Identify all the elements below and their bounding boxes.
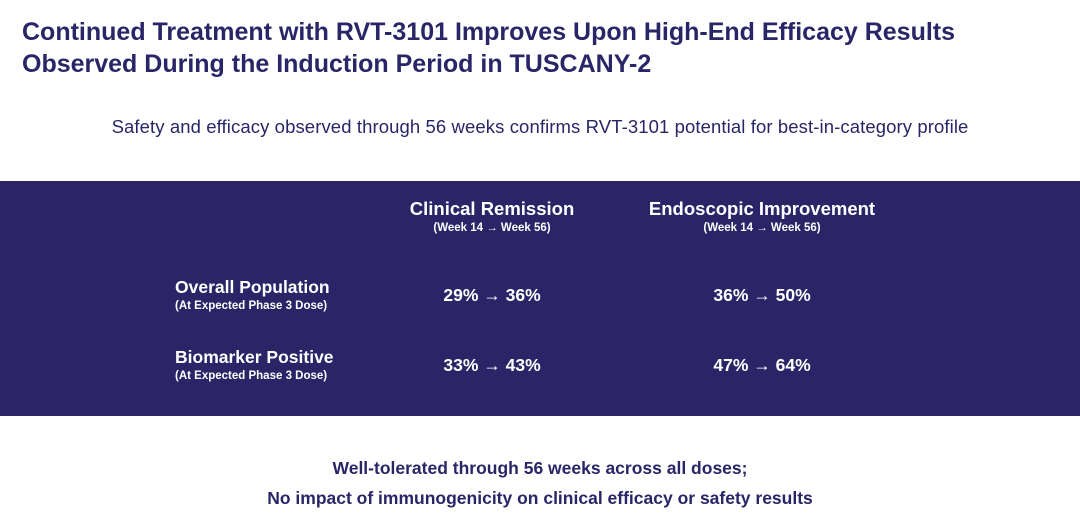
column-header-sublabel: (Week 14 → Week 56) xyxy=(433,222,551,234)
cell-overall-endoscopic-improvement: 36% → 50% xyxy=(713,285,811,305)
column-header-clinical-remission: Clinical Remission (Week 14 → Week 56) xyxy=(392,198,592,236)
cell-biomarker-clinical-remission: 33% → 43% xyxy=(443,355,541,375)
column-header-endoscopic-improvement: Endoscopic Improvement (Week 14 → Week 5… xyxy=(632,198,892,236)
footer-line-1: Well-tolerated through 56 weeks across a… xyxy=(332,458,748,478)
footer-line-2: No impact of immunogenicity on clinical … xyxy=(267,488,813,508)
results-table: Clinical Remission (Week 14 → Week 56) E… xyxy=(0,181,1080,416)
row-header-overall-population: Overall Population (At Expected Phase 3 … xyxy=(175,276,395,314)
title-line-2: Observed During the Induction Period in … xyxy=(22,50,652,78)
row-header-sublabel: (At Expected Phase 3 Dose) xyxy=(175,300,328,312)
title-line-1: Continued Treatment with RVT-3101 Improv… xyxy=(22,18,956,46)
cell-overall-clinical-remission: 29% → 36% xyxy=(443,285,541,305)
footer-statement: Well-tolerated through 56 weeks across a… xyxy=(0,453,1080,513)
column-header-label: Endoscopic Improvement xyxy=(648,198,876,219)
cell-biomarker-endoscopic-improvement: 47% → 64% xyxy=(713,355,811,375)
column-header-label: Clinical Remission xyxy=(409,198,575,219)
row-header-sublabel: (At Expected Phase 3 Dose) xyxy=(175,370,328,382)
row-header-biomarker-positive: Biomarker Positive (At Expected Phase 3 … xyxy=(175,346,395,384)
row-header-label: Biomarker Positive xyxy=(175,347,334,367)
row-header-label: Overall Population xyxy=(175,277,330,297)
subtitle: Safety and efficacy observed through 56 … xyxy=(111,116,969,137)
page-title: Continued Treatment with RVT-3101 Improv… xyxy=(22,16,1062,80)
column-header-sublabel: (Week 14 → Week 56) xyxy=(703,222,821,234)
